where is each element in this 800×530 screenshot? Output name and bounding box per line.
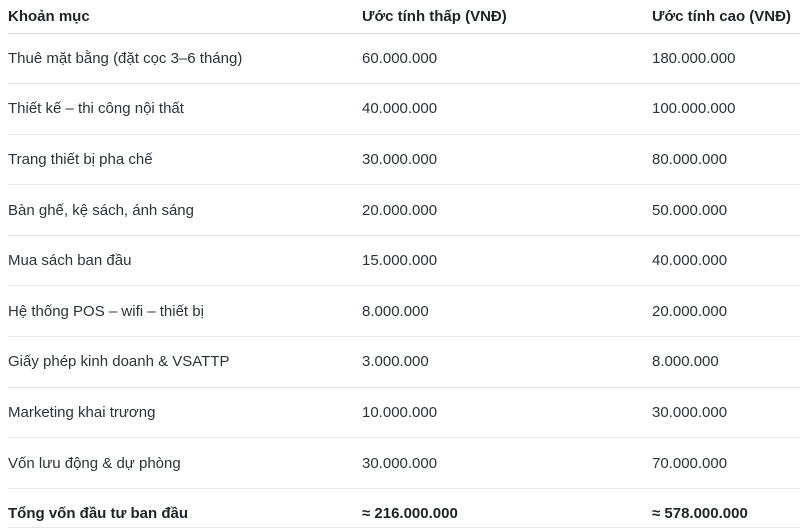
table-row: Marketing khai trương 10.000.000 30.000.… xyxy=(8,387,800,439)
high-estimate-cell: 8.000.000 xyxy=(652,336,800,388)
high-estimate-cell: 20.000.000 xyxy=(652,285,800,338)
table-total-row: Tổng vốn đầu tư ban đầu ≈ 216.000.000 ≈ … xyxy=(8,488,800,530)
item-cell: Hệ thống POS – wifi – thiết bị xyxy=(8,285,362,338)
table-row: Mua sách ban đầu 15.000.000 40.000.000 xyxy=(8,235,800,287)
table-row: Giấy phép kinh doanh & VSATTP 3.000.000 … xyxy=(8,336,800,388)
item-cell: Marketing khai trương xyxy=(8,387,362,439)
low-estimate-cell: 60.000.000 xyxy=(362,33,652,85)
high-estimate-cell: 30.000.000 xyxy=(652,387,800,439)
high-estimate-cell: 50.000.000 xyxy=(652,184,800,236)
high-estimate-cell: 180.000.000 xyxy=(652,33,800,85)
low-estimate-cell: 3.000.000 xyxy=(362,336,652,388)
low-estimate-cell: 10.000.000 xyxy=(362,387,652,439)
item-cell: Thuê mặt bằng (đặt cọc 3–6 tháng) xyxy=(8,33,362,85)
table-row: Vốn lưu động & dự phòng 30.000.000 70.00… xyxy=(8,437,800,489)
table-row: Thiết kế – thi công nội thất 40.000.000 … xyxy=(8,83,800,135)
item-cell: Trang thiết bị pha chế xyxy=(8,134,362,186)
item-cell: Bàn ghế, kệ sách, ánh sáng xyxy=(8,184,362,236)
table-row: Thuê mặt bằng (đặt cọc 3–6 tháng) 60.000… xyxy=(8,33,800,85)
column-header-item: Khoản mục xyxy=(8,0,362,34)
item-cell: Giấy phép kinh doanh & VSATTP xyxy=(8,336,362,388)
table-row: Trang thiết bị pha chế 30.000.000 80.000… xyxy=(8,134,800,186)
low-estimate-cell: 30.000.000 xyxy=(362,437,652,489)
column-header-high-estimate: Ước tính cao (VNĐ) xyxy=(652,0,800,34)
table-row: Bàn ghế, kệ sách, ánh sáng 20.000.000 50… xyxy=(8,184,800,236)
column-header-low-estimate: Ước tính thấp (VNĐ) xyxy=(362,0,652,34)
table-bottom-divider xyxy=(8,527,800,528)
item-cell: Vốn lưu động & dự phòng xyxy=(8,437,362,489)
high-estimate-cell: 100.000.000 xyxy=(652,83,800,135)
total-high-estimate-cell: ≈ 578.000.000 xyxy=(652,505,748,523)
low-estimate-cell: 8.000.000 xyxy=(362,285,652,338)
cost-estimate-table: Khoản mục Ước tính thấp (VNĐ) Ước tính c… xyxy=(8,0,800,530)
cost-estimate-table-container: Khoản mục Ước tính thấp (VNĐ) Ước tính c… xyxy=(8,0,800,530)
table-header-row: Khoản mục Ước tính thấp (VNĐ) Ước tính c… xyxy=(8,0,800,34)
table-row: Hệ thống POS – wifi – thiết bị 8.000.000… xyxy=(8,285,800,338)
low-estimate-cell: 30.000.000 xyxy=(362,134,652,186)
low-estimate-cell: 15.000.000 xyxy=(362,235,652,287)
item-cell: Mua sách ban đầu xyxy=(8,235,362,287)
high-estimate-cell: 80.000.000 xyxy=(652,134,800,186)
total-low-estimate-cell: ≈ 216.000.000 xyxy=(362,505,458,523)
high-estimate-cell: 70.000.000 xyxy=(652,437,800,489)
total-label-cell: Tổng vốn đầu tư ban đầu xyxy=(8,505,189,523)
low-estimate-cell: 20.000.000 xyxy=(362,184,652,236)
item-cell: Thiết kế – thi công nội thất xyxy=(8,83,362,135)
high-estimate-cell: 40.000.000 xyxy=(652,235,800,287)
low-estimate-cell: 40.000.000 xyxy=(362,83,652,135)
